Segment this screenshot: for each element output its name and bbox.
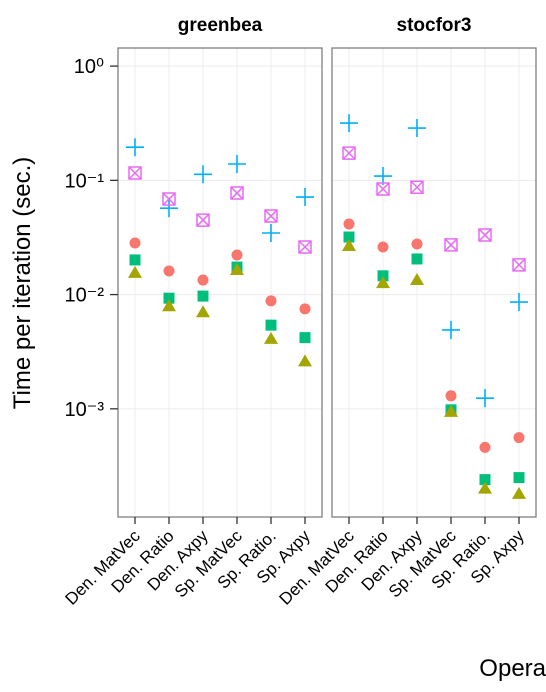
point bbox=[128, 265, 142, 278]
point bbox=[265, 295, 277, 307]
point bbox=[264, 331, 278, 344]
y-tick-label: 10⁻¹ bbox=[65, 170, 105, 192]
point bbox=[444, 238, 458, 252]
point bbox=[478, 228, 492, 242]
facet-title: greenbea bbox=[178, 15, 263, 36]
point bbox=[442, 320, 460, 339]
point bbox=[129, 254, 141, 266]
point bbox=[479, 441, 491, 453]
point bbox=[411, 253, 423, 265]
point bbox=[296, 188, 314, 207]
point bbox=[196, 305, 210, 318]
series bbox=[126, 138, 314, 242]
point bbox=[510, 293, 528, 312]
point bbox=[376, 182, 390, 196]
series bbox=[343, 218, 525, 453]
point bbox=[340, 114, 358, 133]
point bbox=[342, 239, 356, 252]
point bbox=[512, 258, 526, 272]
point bbox=[299, 332, 311, 344]
series bbox=[343, 231, 525, 486]
y-tick-label: 10⁰ bbox=[74, 56, 104, 78]
point bbox=[196, 213, 210, 227]
panel-border bbox=[117, 47, 323, 518]
point bbox=[374, 167, 392, 186]
point bbox=[478, 481, 492, 494]
point bbox=[128, 166, 142, 180]
series bbox=[129, 254, 311, 344]
point bbox=[197, 290, 209, 302]
point bbox=[230, 263, 244, 276]
point bbox=[444, 404, 458, 417]
point bbox=[512, 486, 526, 499]
point bbox=[343, 218, 355, 230]
point bbox=[230, 186, 244, 200]
point bbox=[262, 223, 280, 242]
point bbox=[162, 299, 176, 312]
point bbox=[163, 292, 175, 304]
point bbox=[265, 319, 277, 331]
point bbox=[163, 265, 175, 277]
point bbox=[298, 240, 312, 254]
series bbox=[128, 263, 312, 367]
point bbox=[513, 472, 525, 484]
point bbox=[126, 138, 144, 157]
series bbox=[342, 146, 526, 272]
point bbox=[411, 238, 423, 250]
series bbox=[340, 114, 528, 408]
facet-title: stocfor3 bbox=[397, 15, 472, 36]
point bbox=[197, 274, 209, 286]
series bbox=[128, 166, 312, 254]
point bbox=[377, 270, 389, 282]
point bbox=[299, 303, 311, 315]
panel-border bbox=[331, 47, 537, 518]
point bbox=[513, 432, 525, 444]
point bbox=[194, 165, 212, 184]
point bbox=[264, 209, 278, 223]
point bbox=[162, 192, 176, 206]
point bbox=[445, 390, 457, 402]
y-tick-label: 10⁻² bbox=[65, 285, 105, 307]
point bbox=[408, 119, 426, 138]
point bbox=[476, 389, 494, 408]
point bbox=[342, 146, 356, 160]
point bbox=[376, 276, 390, 289]
point bbox=[377, 241, 389, 253]
point bbox=[479, 474, 491, 486]
point bbox=[129, 237, 141, 249]
point bbox=[298, 354, 312, 367]
x-axis-title: Opera bbox=[479, 655, 546, 682]
point bbox=[410, 180, 424, 194]
y-axis-title: Time per iteration (sec.) bbox=[9, 157, 36, 410]
y-tick-label: 10⁻³ bbox=[65, 399, 105, 421]
series bbox=[342, 239, 526, 499]
point bbox=[343, 231, 355, 243]
point bbox=[160, 199, 178, 218]
point bbox=[231, 249, 243, 261]
point bbox=[228, 154, 246, 173]
point bbox=[410, 273, 424, 286]
series bbox=[129, 237, 311, 315]
